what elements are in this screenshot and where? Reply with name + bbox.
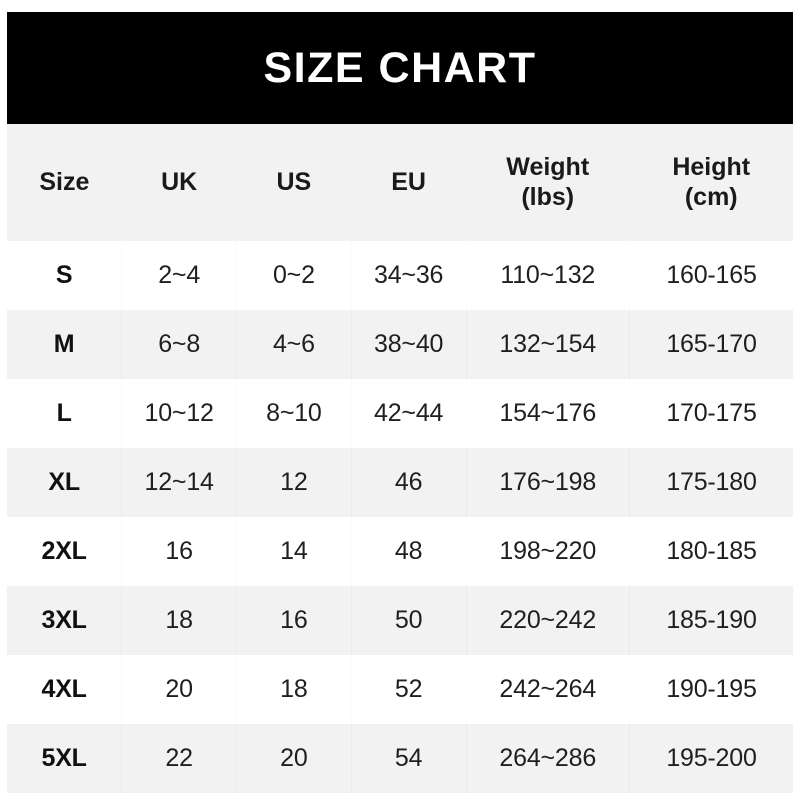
column-header-unit: (lbs) — [521, 182, 575, 211]
column-header-label: US — [276, 167, 312, 196]
cell-uk: 20 — [121, 655, 237, 724]
column-header-us: US — [237, 124, 352, 241]
cell-eu: 38~40 — [351, 310, 467, 379]
column-header-size: Size — [7, 124, 122, 241]
column-header-label: Weight — [506, 153, 590, 181]
cell-uk: 6~8 — [121, 310, 237, 379]
cell-us: 4~6 — [236, 310, 352, 379]
cell-us: 8~10 — [236, 379, 352, 448]
cell-height: 175-180 — [666, 468, 757, 496]
cell-eu: 46 — [351, 448, 467, 517]
table-row: 3XL 18 16 50 220~242 185-190 — [7, 586, 793, 655]
column-header-label: EU — [391, 167, 426, 196]
cell-uk: 12~14 — [121, 448, 237, 517]
cell-weight: 220~242 — [466, 586, 630, 655]
cell-height: 195-200 — [666, 744, 757, 772]
table-header: Size UK US EU Weight (lbs) Height (cm) — [7, 124, 793, 241]
cell-size: XL — [7, 448, 123, 517]
cell-us: 14 — [236, 517, 352, 586]
cell-eu: 42~44 — [351, 379, 467, 448]
table-row: L 10~12 8~10 42~44 154~176 170-175 — [7, 379, 793, 448]
column-header-eu: EU — [351, 124, 466, 241]
cell-uk: 10~12 — [121, 379, 237, 448]
column-header-uk: UK — [122, 124, 237, 241]
cell-us: 18 — [236, 655, 352, 724]
page-title: SIZE CHART — [263, 43, 537, 92]
cell-weight: 110~132 — [466, 241, 630, 310]
cell-us: 16 — [236, 586, 352, 655]
cell-weight: 132~154 — [466, 310, 630, 379]
cell-size: L — [7, 379, 123, 448]
cell-height: 190-195 — [666, 675, 757, 703]
cell-height: 185-190 — [666, 606, 757, 634]
cell-size: 4XL — [7, 655, 123, 724]
cell-weight: 176~198 — [466, 448, 630, 517]
cell-size: S — [7, 241, 123, 310]
table-body: S 2~4 0~2 34~36 110~132 160-165 M 6~8 4~6 38~40 13… — [7, 241, 793, 793]
cell-size: M — [7, 310, 123, 379]
cell-us: 12 — [236, 448, 352, 517]
cell-uk: 22 — [121, 724, 237, 793]
cell-weight: 242~264 — [466, 655, 630, 724]
table-row: 5XL 22 20 54 264~286 195-200 — [7, 724, 793, 793]
cell-uk: 2~4 — [121, 241, 237, 310]
cell-weight: 198~220 — [466, 517, 630, 586]
cell-uk: 18 — [121, 586, 237, 655]
cell-eu: 50 — [351, 586, 467, 655]
column-header-height: Height (cm) — [629, 124, 793, 241]
cell-weight: 264~286 — [466, 724, 630, 793]
chart-banner: SIZE CHART — [7, 12, 793, 124]
cell-size: 5XL — [7, 724, 123, 793]
cell-us: 20 — [236, 724, 352, 793]
cell-eu: 54 — [351, 724, 467, 793]
cell-height: 180-185 — [666, 537, 757, 565]
cell-eu: 48 — [351, 517, 467, 586]
table-row: 2XL 16 14 48 198~220 180-185 — [7, 517, 793, 586]
column-header-label: UK — [161, 167, 198, 196]
column-header-label: Size — [39, 167, 90, 196]
cell-us: 0~2 — [236, 241, 352, 310]
column-header-weight: Weight (lbs) — [466, 124, 629, 241]
cell-eu: 34~36 — [351, 241, 467, 310]
cell-eu: 52 — [351, 655, 467, 724]
cell-height: 170-175 — [666, 399, 757, 427]
cell-height: 165-170 — [666, 330, 757, 358]
table-row: 4XL 20 18 52 242~264 190-195 — [7, 655, 793, 724]
column-header-label: Height — [672, 153, 751, 181]
table-row: S 2~4 0~2 34~36 110~132 160-165 — [7, 241, 793, 310]
table-row: XL 12~14 12 46 176~198 175-180 — [7, 448, 793, 517]
cell-size: 2XL — [7, 517, 123, 586]
cell-uk: 16 — [121, 517, 237, 586]
cell-size: 3XL — [7, 586, 123, 655]
cell-height: 160-165 — [666, 261, 757, 289]
size-chart-table: Size UK US EU Weight (lbs) Height (cm) S 2~4 0~2 3… — [7, 124, 793, 793]
table-row: M 6~8 4~6 38~40 132~154 165-170 — [7, 310, 793, 379]
header-row: Size UK US EU Weight (lbs) Height (cm) — [7, 124, 793, 241]
column-header-unit: (cm) — [684, 182, 738, 211]
cell-weight: 154~176 — [466, 379, 630, 448]
